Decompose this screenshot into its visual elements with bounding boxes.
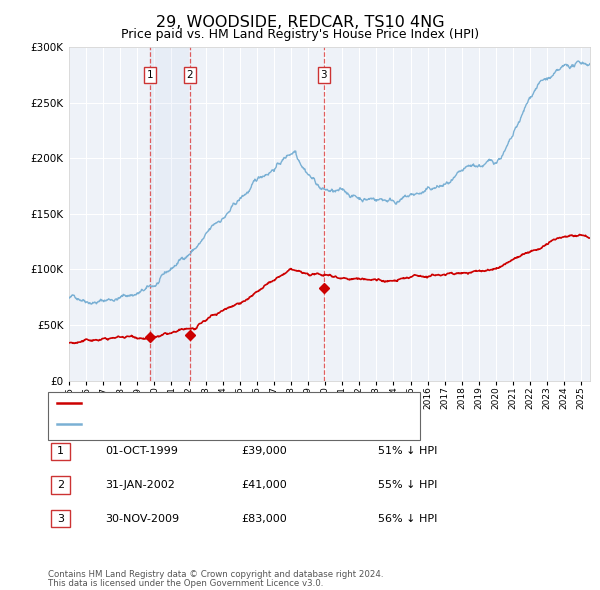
Text: 2: 2 [187, 70, 193, 80]
Text: 1: 1 [57, 447, 64, 456]
Bar [150, 47, 190, 381]
Text: 51% ↓ HPI: 51% ↓ HPI [378, 447, 437, 456]
Text: £83,000: £83,000 [241, 514, 287, 523]
Text: Contains HM Land Registry data © Crown copyright and database right 2024.: Contains HM Land Registry data © Crown c… [48, 570, 383, 579]
Text: 3: 3 [320, 70, 327, 80]
Text: 30-NOV-2009: 30-NOV-2009 [105, 514, 179, 523]
Text: 31-JAN-2002: 31-JAN-2002 [105, 480, 175, 490]
Text: £39,000: £39,000 [241, 447, 287, 456]
Text: 3: 3 [57, 514, 64, 523]
Text: 55% ↓ HPI: 55% ↓ HPI [378, 480, 437, 490]
Text: HPI: Average price, detached house, Redcar and Cleveland: HPI: Average price, detached house, Redc… [85, 419, 392, 429]
Text: 29, WOODSIDE, REDCAR, TS10 4NG: 29, WOODSIDE, REDCAR, TS10 4NG [155, 15, 445, 30]
Text: 01-OCT-1999: 01-OCT-1999 [105, 447, 178, 456]
Text: £41,000: £41,000 [241, 480, 287, 490]
Text: Price paid vs. HM Land Registry's House Price Index (HPI): Price paid vs. HM Land Registry's House … [121, 28, 479, 41]
Text: 29, WOODSIDE, REDCAR, TS10 4NG (detached house): 29, WOODSIDE, REDCAR, TS10 4NG (detached… [85, 398, 367, 408]
Text: This data is licensed under the Open Government Licence v3.0.: This data is licensed under the Open Gov… [48, 579, 323, 588]
Text: 1: 1 [147, 70, 154, 80]
Text: 56% ↓ HPI: 56% ↓ HPI [378, 514, 437, 523]
Text: 2: 2 [57, 480, 64, 490]
